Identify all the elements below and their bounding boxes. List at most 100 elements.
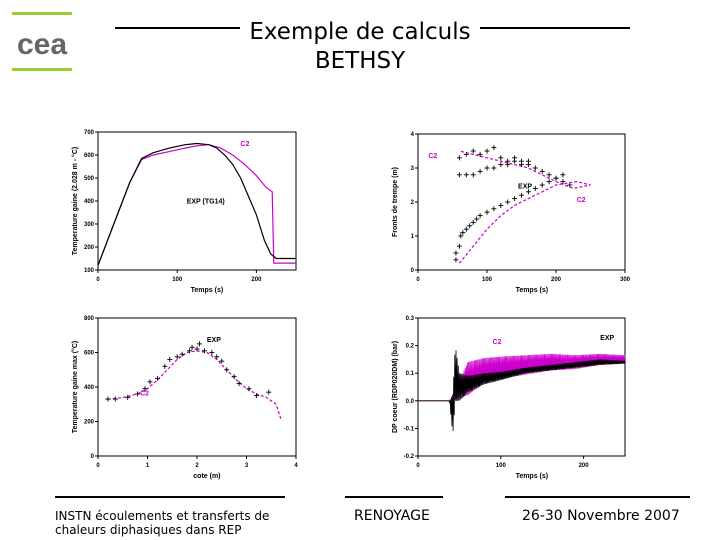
x-tick-label: 300 <box>620 277 631 283</box>
footer-left-line-1: INSTN écoulements et transferts de <box>55 509 270 523</box>
y-axis-label: DP coeur (RDP020DM) (bar) <box>392 341 399 433</box>
data-point-exp <box>560 172 566 178</box>
y-tick-label: 200 <box>84 245 95 251</box>
annotation-label: EXP <box>207 337 221 344</box>
plot-frame <box>97 317 297 457</box>
plot-frame <box>417 133 626 271</box>
data-point-exp <box>474 216 480 222</box>
y-tick-label: 0.1 <box>406 371 415 377</box>
data-point-exp <box>467 223 473 229</box>
y-tick-label: 0.0 <box>406 399 415 405</box>
x-tick-label: 200 <box>579 463 590 469</box>
title-line-2: BETHSY <box>240 47 480 76</box>
data-point-exp <box>167 356 173 362</box>
data-point-exp <box>498 162 504 168</box>
x-tick-label: 0 <box>416 277 420 283</box>
data-point-exp <box>266 389 272 395</box>
y-tick-label: 200 <box>84 420 95 426</box>
x-tick-label: 4 <box>294 463 298 469</box>
annotation-label: C2 <box>428 153 437 160</box>
y-tick-label: 0 <box>91 454 95 460</box>
data-point-exp <box>491 206 497 212</box>
data-point-exp <box>246 386 252 392</box>
data-point-exp <box>463 172 469 178</box>
data-point-exp <box>539 182 545 188</box>
chart-cladding-temp-vs-time: 0 100 200 100 200 300 400 500 600 700 Temps (s) Tem… <box>68 126 304 296</box>
data-point-exp <box>463 226 469 232</box>
data-point-exp <box>525 158 531 164</box>
data-point-exp <box>567 182 573 188</box>
y-tick-label: 4 <box>411 132 415 138</box>
plot-frame <box>97 131 297 271</box>
data-point-exp <box>219 358 225 364</box>
logo-bottom-bar <box>12 68 72 71</box>
footer-center: RENOYAGE <box>354 508 430 524</box>
data-point-exp <box>512 155 518 161</box>
data-point-exp <box>147 379 153 385</box>
x-tick-label: 1 <box>146 463 150 469</box>
y-tick-label: 600 <box>84 351 95 357</box>
x-axis-label: Temps (s) <box>516 473 549 480</box>
y-tick-label: 0.3 <box>406 316 415 322</box>
footer-left: INSTN écoulements et transferts de chale… <box>55 509 269 537</box>
data-point-exp <box>162 363 168 369</box>
data-point-exp <box>236 381 242 387</box>
chart-max-cladding-temp-vs-elevation: 0 1 2 3 4 0 200 400 600 800 cote (m) Temperature ga… <box>68 312 304 482</box>
y-tick-label: 2 <box>411 200 415 206</box>
data-point-exp <box>498 155 504 161</box>
x-axis-label: Temps (s) <box>191 287 224 294</box>
annotation-label: C2 <box>577 197 586 204</box>
data-point-exp <box>484 209 490 215</box>
data-point-exp <box>470 172 476 178</box>
x-tick-label: 0 <box>96 277 100 283</box>
data-point-exp <box>525 189 531 195</box>
data-point-exp <box>539 168 545 174</box>
data-point-exp <box>135 391 141 397</box>
data-point-exp <box>477 168 483 174</box>
data-point-exp <box>484 148 490 154</box>
cea-logo: cea <box>12 12 72 71</box>
data-point-exp <box>112 396 118 402</box>
data-point-exp <box>253 393 259 399</box>
y-tick-label: 3 <box>411 166 415 172</box>
data-point-exp <box>201 348 207 354</box>
data-point-exp <box>519 192 524 198</box>
data-point-exp <box>196 341 202 347</box>
data-point-exp <box>460 230 466 236</box>
y-tick-label: -0.2 <box>404 454 415 460</box>
x-tick-label: 200 <box>251 277 262 283</box>
footer-rule-center <box>345 496 443 498</box>
y-tick-label: 500 <box>84 176 95 182</box>
data-point-exp <box>553 175 559 181</box>
x-tick-label: 3 <box>245 463 249 469</box>
data-point-exp <box>456 243 462 249</box>
series-line-exp-tg14- <box>97 142 296 266</box>
logo-top-bar <box>12 12 72 15</box>
footer-left-line-2: chaleurs diphasiques dans REP <box>55 523 242 537</box>
data-point-exp <box>505 158 511 164</box>
y-tick-label: 600 <box>84 153 95 159</box>
x-tick-label: 2 <box>195 463 199 469</box>
annotation-label: C2 <box>140 391 149 398</box>
x-tick-label: 0 <box>416 463 420 469</box>
footer-right: 26-30 Novembre 2007 <box>522 508 680 524</box>
data-point-exp <box>546 179 552 185</box>
y-tick-label: 0.2 <box>406 344 415 350</box>
chart-core-dp-vs-time: 0 100 200 -0.2 -0.1 0.0 0.1 0.2 0.3 Temps (s) DP c… <box>388 312 633 482</box>
data-point-exp <box>456 172 462 178</box>
data-point-exp <box>194 346 200 352</box>
plot-frame <box>417 317 626 457</box>
annotation-label: C2 <box>241 141 250 148</box>
data-point-exp <box>491 165 497 171</box>
data-point-exp <box>142 386 148 392</box>
y-tick-label: 400 <box>84 199 95 205</box>
x-tick-label: 0 <box>96 463 100 469</box>
annotation-label: C2 <box>493 339 502 346</box>
page-title: Exemple de calculs BETHSY <box>0 18 720 76</box>
data-point-exp <box>453 257 459 263</box>
data-point-exp <box>214 354 220 360</box>
data-point-exp <box>456 155 462 161</box>
data-point-exp <box>498 202 504 208</box>
data-point-exp <box>231 374 237 380</box>
y-tick-label: 100 <box>84 268 95 274</box>
